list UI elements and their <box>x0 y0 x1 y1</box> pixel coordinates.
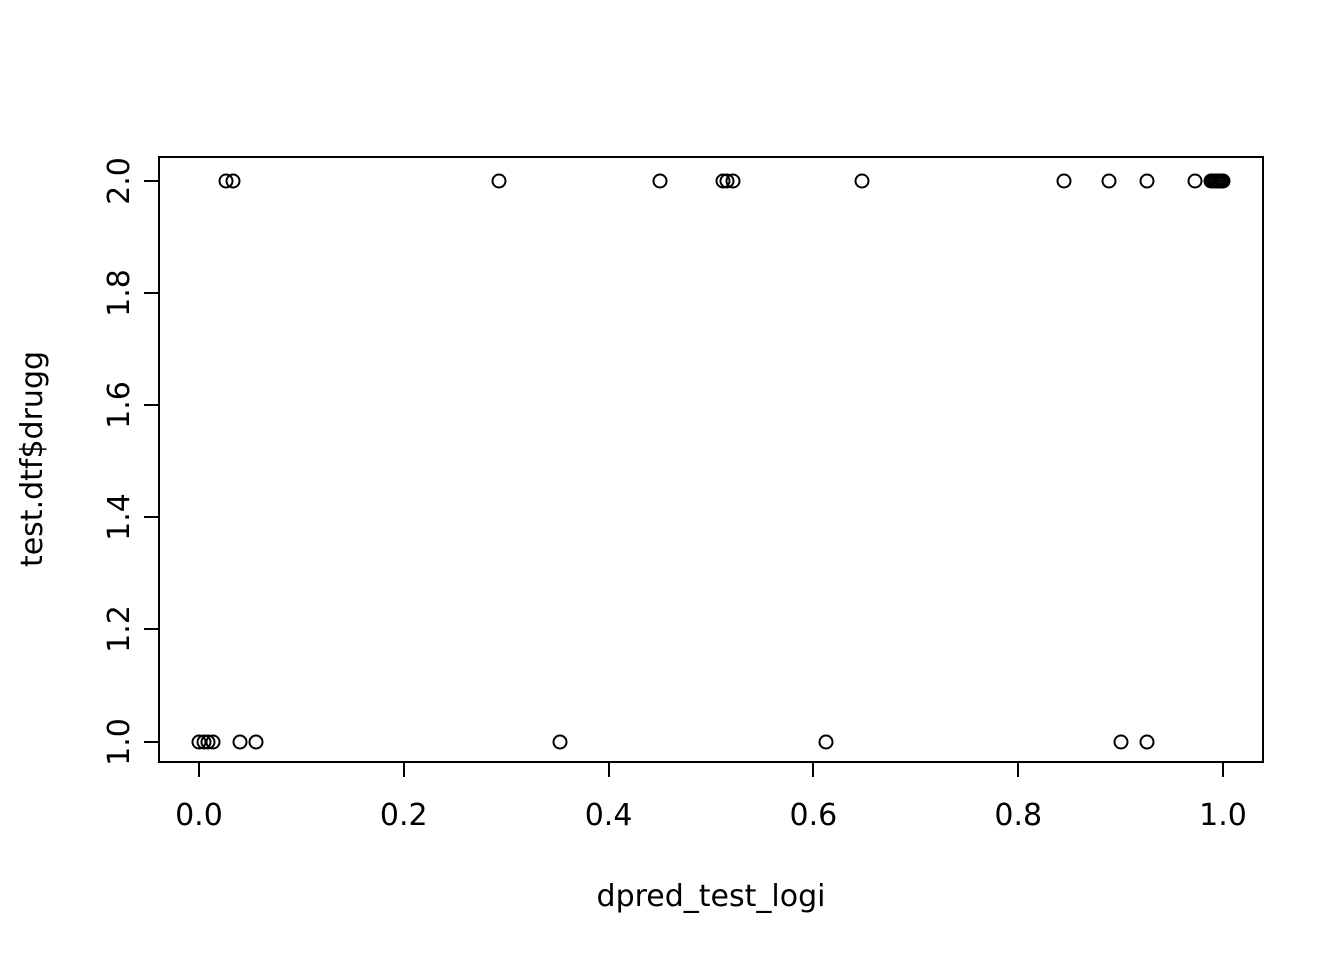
x-tick-label: 0.8 <box>994 798 1043 833</box>
y-tick-mark <box>144 404 158 407</box>
data-point <box>552 734 568 750</box>
x-tick-mark <box>1017 763 1020 777</box>
data-point <box>232 734 248 750</box>
data-point <box>818 734 834 750</box>
data-point <box>725 173 740 189</box>
y-tick-mark <box>144 740 158 743</box>
x-tick-mark <box>607 763 610 777</box>
x-tick-mark <box>812 763 815 777</box>
x-tick-label: 0.2 <box>379 798 428 833</box>
data-point <box>854 173 870 189</box>
data-point <box>1139 173 1155 189</box>
x-tick-label: 0.6 <box>789 798 838 833</box>
y-tick-label: 1.8 <box>102 269 137 317</box>
data-point <box>1101 173 1117 189</box>
y-tick-mark <box>144 628 158 631</box>
x-tick-mark <box>1222 763 1225 777</box>
y-tick-mark <box>144 291 158 294</box>
data-point <box>1187 173 1203 189</box>
x-tick-mark <box>402 763 405 777</box>
y-tick-mark <box>144 179 158 182</box>
data-point <box>1056 173 1072 189</box>
data-point <box>491 173 507 189</box>
y-tick-mark <box>144 516 158 519</box>
x-tick-label: 1.0 <box>1199 798 1247 833</box>
y-tick-label: 1.4 <box>102 493 137 542</box>
x-tick-label: 0.0 <box>175 798 223 833</box>
y-tick-label: 1.6 <box>102 381 137 429</box>
data-point <box>1215 173 1231 189</box>
data-point <box>1113 734 1129 750</box>
data-point <box>205 734 221 750</box>
plot-area <box>158 156 1264 763</box>
x-tick-label: 0.4 <box>584 798 633 833</box>
y-axis-title: test.dtf$drugg <box>15 350 50 568</box>
data-point <box>248 734 264 750</box>
x-axis-title: dpred_test_logi <box>596 879 826 914</box>
x-tick-mark <box>197 763 200 777</box>
y-tick-label: 1.0 <box>102 717 137 766</box>
y-tick-label: 2.0 <box>102 156 137 205</box>
data-point <box>225 173 241 189</box>
data-point <box>652 173 668 189</box>
y-tick-label: 1.2 <box>102 605 137 654</box>
data-point <box>1139 734 1155 750</box>
